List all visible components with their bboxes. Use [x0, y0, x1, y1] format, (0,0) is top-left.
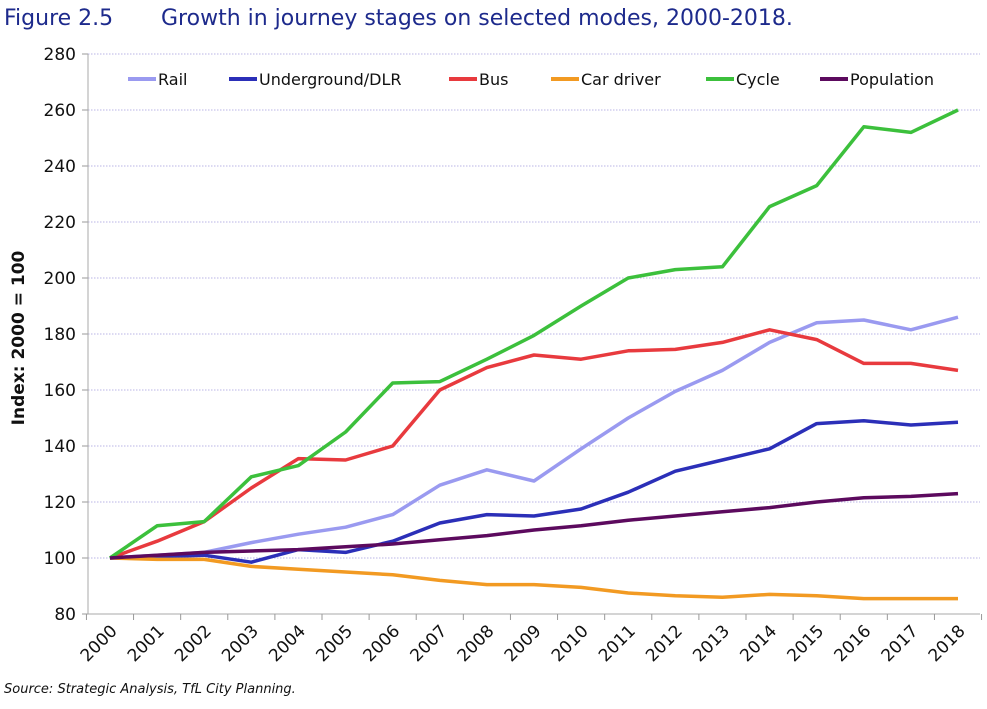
x-tick-label: 2016 [831, 621, 876, 666]
x-tick-label: 2018 [925, 621, 970, 666]
figure-title: Figure 2.5 Growth in journey stages on se… [4, 6, 793, 31]
x-tick-label: 2001 [124, 621, 169, 666]
series-line-underground-dlr [109, 419, 959, 564]
x-tick-label: 2013 [689, 621, 734, 666]
y-tick-label: 220 [44, 213, 76, 233]
legend-item: Cycle [706, 70, 780, 89]
legend-item: Underground/DLR [229, 70, 402, 89]
legend-item: Rail [128, 70, 187, 89]
y-tick-label: 160 [44, 381, 76, 401]
x-tick-label: 2017 [878, 621, 923, 666]
y-tick-label: 140 [44, 437, 76, 457]
source-note: Source: Strategic Analysis, TfL City Pla… [4, 682, 296, 697]
axes [82, 53, 983, 620]
legend-label: Population [850, 70, 934, 89]
figure-caption: Growth in journey stages on selected mod… [161, 6, 793, 31]
series-line-population [109, 491, 959, 560]
x-tick-label: 2006 [359, 621, 404, 666]
legend-label: Bus [479, 70, 508, 89]
series-line-car-driver [109, 556, 958, 601]
legend-label: Cycle [736, 70, 780, 89]
x-tick-label: 2003 [218, 621, 263, 666]
legend: Rail Underground/DLR Bus Car driver Cycle Pop… [128, 70, 934, 89]
x-tick-label: 2000 [77, 621, 122, 666]
x-tick-label: 2004 [265, 621, 310, 666]
y-axis-label: Index: 2000 = 100 [9, 250, 29, 425]
y-tick-label: 180 [44, 325, 76, 345]
x-tick-label: 2007 [407, 621, 452, 666]
x-tick-label: 2010 [548, 621, 593, 666]
y-tick-label: 260 [44, 101, 76, 121]
series-line-rail [109, 315, 959, 560]
y-tick-label: 200 [44, 269, 76, 289]
x-tick-label: 2008 [454, 621, 499, 666]
figure-number: Figure 2.5 [4, 6, 114, 31]
x-tick-labels: 2000 2001 2002 2003 2004 2005 2006 2007 2008 2009… [77, 621, 970, 666]
x-tick-label: 2011 [595, 621, 640, 666]
y-tick-label: 280 [44, 45, 76, 65]
x-tick-label: 2014 [736, 621, 781, 666]
x-tick-label: 2005 [312, 621, 357, 666]
series-line-cycle [109, 108, 959, 560]
legend-item: Bus [449, 70, 508, 89]
x-tick-label: 2012 [642, 621, 687, 666]
series-lines [109, 108, 959, 601]
legend-label: Underground/DLR [259, 70, 402, 89]
y-tick-label: 120 [44, 493, 76, 513]
series-line-bus [109, 328, 959, 560]
y-tick-label: 80 [54, 605, 76, 625]
x-tick-label: 2002 [171, 621, 216, 666]
legend-label: Car driver [581, 70, 661, 89]
legend-item: Car driver [551, 70, 661, 89]
legend-label: Rail [158, 70, 187, 89]
legend-item: Population [820, 70, 934, 89]
y-tick-label: 240 [44, 157, 76, 177]
x-tick-label: 2009 [501, 621, 546, 666]
y-tick-labels: 80 100 120 140 160 180 200 220 240 260 280 [44, 45, 76, 625]
x-tick-label: 2015 [783, 621, 828, 666]
y-tick-label: 100 [44, 549, 76, 569]
